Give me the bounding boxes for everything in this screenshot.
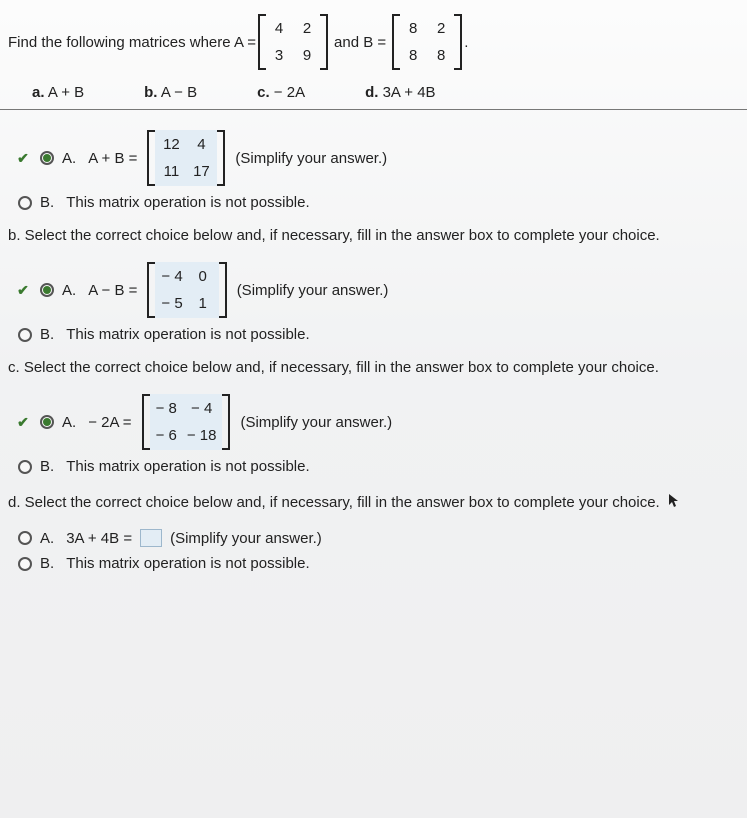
check-icon: ✔ bbox=[16, 151, 30, 165]
part-a-answer-matrix[interactable]: 12 4 11 17 bbox=[147, 130, 225, 186]
stem-mid: and B = bbox=[334, 34, 386, 51]
radio-selected-icon bbox=[40, 415, 54, 429]
part-c-answer-matrix[interactable]: − 8 − 4 − 6 − 18 bbox=[142, 394, 231, 450]
subpart-c: c. − 2A bbox=[257, 84, 305, 101]
part-c-option-b[interactable]: B. This matrix operation is not possible… bbox=[18, 458, 739, 475]
part-b-answer-matrix[interactable]: − 4 0 − 5 1 bbox=[147, 262, 226, 318]
subpart-a: a. A + B bbox=[32, 84, 84, 101]
radio-icon bbox=[18, 460, 32, 474]
part-d-answer-input[interactable] bbox=[140, 529, 162, 547]
part-a-option-b[interactable]: B. This matrix operation is not possible… bbox=[18, 194, 739, 211]
part-b-heading: b. Select the correct choice below and, … bbox=[8, 227, 739, 244]
part-b-option-a[interactable]: ✔ A. A − B = − 4 0 − 5 1 (Simplify your … bbox=[18, 262, 739, 318]
radio-icon bbox=[18, 531, 32, 545]
part-a-option-a[interactable]: ✔ A. A + B = 12 4 11 17 (Simplify your a… bbox=[18, 130, 739, 186]
subpart-d: d. 3A + 4B bbox=[365, 84, 435, 101]
part-d-heading: d. Select the correct choice below and, … bbox=[8, 491, 739, 511]
matrix-a: 4 2 3 9 bbox=[258, 14, 328, 70]
question-stem: Find the following matrices where A = 4 … bbox=[8, 14, 739, 70]
radio-selected-icon bbox=[40, 283, 54, 297]
radio-icon bbox=[18, 196, 32, 210]
part-b-option-b[interactable]: B. This matrix operation is not possible… bbox=[18, 326, 739, 343]
cursor-icon bbox=[668, 493, 680, 513]
part-c-heading: c. Select the correct choice below and, … bbox=[8, 359, 739, 376]
part-c-option-a[interactable]: ✔ A. − 2A = − 8 − 4 − 6 − 18 (Simplify y… bbox=[18, 394, 739, 450]
check-icon: ✔ bbox=[16, 415, 30, 429]
part-d-option-b[interactable]: B. This matrix operation is not possible… bbox=[18, 555, 739, 572]
divider bbox=[0, 109, 747, 110]
stem-suffix: . bbox=[464, 34, 468, 51]
radio-selected-icon bbox=[40, 151, 54, 165]
matrix-b: 8 2 8 8 bbox=[392, 14, 462, 70]
radio-icon bbox=[18, 557, 32, 571]
radio-icon bbox=[18, 328, 32, 342]
stem-prefix: Find the following matrices where A = bbox=[8, 34, 256, 51]
check-icon: ✔ bbox=[16, 283, 30, 297]
subparts-row: a. A + B b. A − B c. − 2A d. 3A + 4B bbox=[32, 84, 739, 101]
part-d-option-a[interactable]: A. 3A + 4B = (Simplify your answer.) bbox=[18, 529, 739, 547]
subpart-b: b. A − B bbox=[144, 84, 197, 101]
